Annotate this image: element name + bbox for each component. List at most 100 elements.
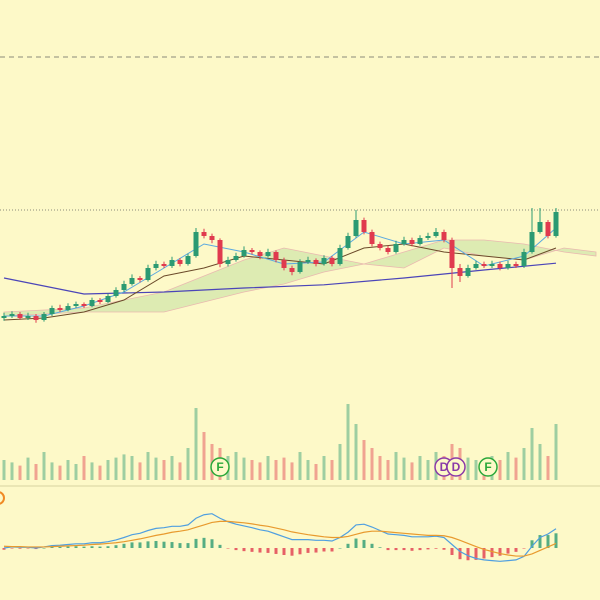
- event-label: F: [484, 460, 491, 474]
- macd-histogram-bar: [146, 541, 150, 548]
- candle-body: [161, 264, 167, 266]
- macd-histogram-bar: [330, 548, 334, 552]
- macd-histogram-bar: [418, 548, 422, 551]
- candle-body: [545, 222, 551, 236]
- macd-histogram-bar: [402, 548, 406, 551]
- candle-body: [225, 260, 231, 264]
- candle-body: [489, 264, 495, 266]
- candle-body: [89, 300, 95, 306]
- macd-histogram-bar: [298, 548, 302, 555]
- edge-marker: [0, 491, 5, 505]
- macd-histogram-bar: [514, 548, 518, 552]
- volume-bar: [162, 460, 166, 480]
- volume-bar: [498, 460, 502, 480]
- candle-body: [385, 248, 391, 252]
- candle-body: [281, 260, 287, 268]
- candle-body: [401, 240, 407, 244]
- macd-histogram-bar: [154, 541, 158, 548]
- volume-bar: [418, 456, 422, 480]
- event-label: F: [216, 460, 223, 474]
- macd-histogram-bar: [66, 546, 70, 548]
- candle-body: [409, 240, 415, 244]
- macd-histogram-bar: [538, 535, 542, 548]
- macd-histogram-bar: [522, 548, 526, 549]
- candle-body: [49, 308, 55, 314]
- volume-bar: [66, 460, 70, 480]
- macd-histogram-bar: [434, 548, 438, 549]
- volume-bar: [258, 462, 262, 480]
- volume-bar: [202, 432, 206, 480]
- macd-histogram-bar: [482, 548, 486, 559]
- volume-bar: [42, 452, 46, 480]
- volume-bar: [306, 460, 310, 480]
- macd-histogram-bar: [258, 548, 262, 553]
- macd-histogram-bar: [138, 542, 142, 548]
- candle-body: [209, 236, 215, 240]
- candle-body: [465, 268, 471, 276]
- volume-bar: [250, 460, 254, 480]
- candle-body: [321, 258, 327, 264]
- macd-histogram-bar: [442, 548, 446, 550]
- candle-body: [169, 260, 175, 266]
- event-marker: [478, 457, 498, 477]
- macd-histogram-bar: [410, 548, 414, 551]
- macd-histogram-bar: [338, 548, 342, 549]
- macd-histogram-bar: [194, 538, 198, 548]
- volume-bar: [290, 462, 294, 480]
- macd-histogram-bar: [202, 537, 206, 548]
- volume-bar: [34, 464, 38, 480]
- macd-histogram-bar: [314, 548, 318, 553]
- candle-body: [505, 264, 511, 268]
- candle-body: [257, 252, 263, 256]
- macd-histogram-bar: [346, 543, 350, 548]
- volume-bar: [362, 440, 366, 480]
- macd-histogram-bar: [82, 546, 86, 548]
- candle-body: [113, 290, 119, 296]
- candle-body: [57, 308, 63, 310]
- volume-bar: [314, 464, 318, 480]
- macd-histogram-bar: [354, 538, 358, 548]
- candle-body: [513, 264, 519, 266]
- volume-bar: [18, 465, 22, 480]
- candle-body: [233, 256, 239, 260]
- candle-body: [273, 252, 279, 260]
- volume-bar: [138, 462, 142, 480]
- macd-histogram-bar: [42, 548, 46, 549]
- macd-histogram-bar: [234, 548, 238, 551]
- cloud: [3, 239, 597, 317]
- candle-body: [377, 244, 383, 248]
- candle-body: [241, 250, 247, 256]
- macd-histogram-bar: [98, 546, 102, 548]
- candle-body: [425, 236, 431, 238]
- candle-body: [305, 260, 311, 262]
- macd-histogram-bar: [90, 546, 94, 548]
- macd-histogram-bar: [394, 548, 398, 551]
- volume-bar: [130, 456, 134, 480]
- candle-body: [25, 316, 31, 318]
- candle-body: [9, 314, 15, 316]
- macd-histogram-bar: [458, 548, 462, 560]
- macd-histogram-bar: [210, 539, 214, 548]
- candle-body: [65, 306, 71, 310]
- macd-histogram-bar: [266, 548, 270, 553]
- macd-histogram-bar: [170, 542, 174, 548]
- macd-histogram-bar: [474, 548, 478, 560]
- volume-bar: [370, 448, 374, 480]
- candle-body: [481, 264, 487, 266]
- candle-body: [313, 260, 319, 264]
- volume-bar: [82, 456, 86, 480]
- volume-bar: [506, 452, 510, 480]
- volume-bar: [282, 457, 286, 480]
- candle-body: [33, 316, 39, 320]
- volume-bar: [410, 462, 414, 480]
- volume-bar: [98, 465, 102, 480]
- volume-bar: [274, 460, 278, 480]
- macd-histogram-bar: [242, 548, 246, 552]
- macd-histogram-bar: [274, 548, 278, 554]
- volume-bar: [394, 452, 398, 480]
- candle-body: [393, 244, 399, 252]
- candle-body: [297, 262, 303, 272]
- candle-body: [1, 316, 7, 318]
- candle-body: [121, 284, 127, 290]
